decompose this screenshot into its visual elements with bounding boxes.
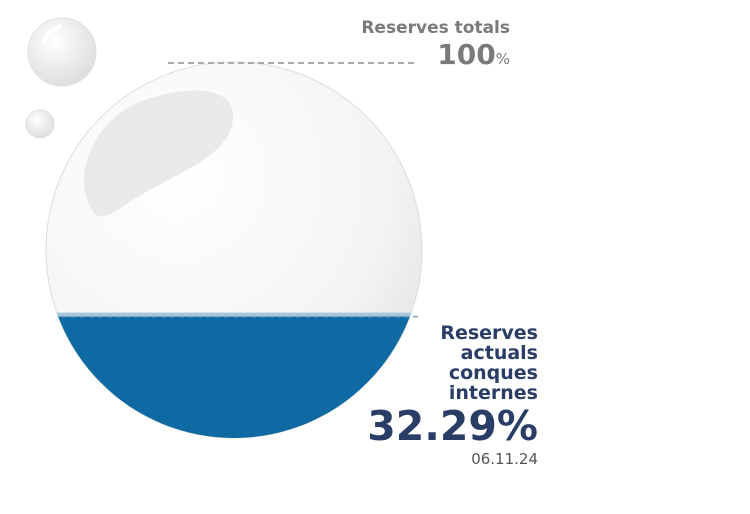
total-reserves-value: 100%	[330, 38, 510, 71]
current-title-line: actuals	[460, 342, 538, 364]
bubble-large-highlight	[42, 25, 62, 44]
sphere-highlight	[84, 90, 234, 217]
reading-date: 06.11.24	[471, 450, 538, 468]
current-reserves-title: Reserves actuals conques internes	[400, 323, 538, 403]
bubble-small	[25, 109, 55, 139]
current-title-line: Reserves	[440, 322, 538, 344]
water-surface	[46, 312, 422, 319]
total-reserves-title: Reserves totals	[361, 18, 510, 38]
bubble-large	[27, 17, 97, 87]
current-title-line: conques	[448, 362, 538, 384]
current-title-line: internes	[448, 382, 538, 404]
total-reserves-number: 100	[437, 38, 496, 71]
current-reserves-value: 32.29%	[367, 402, 538, 450]
total-reserves-unit: %	[495, 50, 510, 68]
